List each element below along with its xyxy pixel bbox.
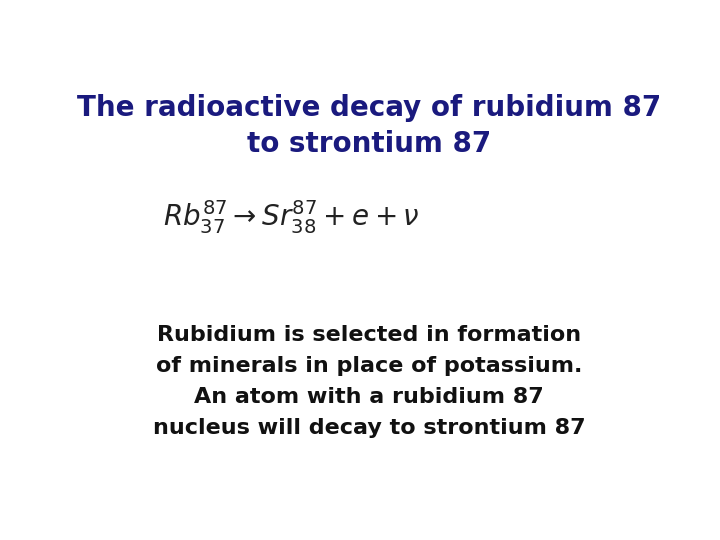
Text: $Rb^{87}_{37} \rightarrow Sr^{87}_{38} + e + \nu$: $Rb^{87}_{37} \rightarrow Sr^{87}_{38} +… — [163, 198, 419, 235]
Text: nucleus will decay to strontium 87: nucleus will decay to strontium 87 — [153, 418, 585, 438]
Text: An atom with a rubidium 87: An atom with a rubidium 87 — [194, 387, 544, 407]
Text: of minerals in place of potassium.: of minerals in place of potassium. — [156, 356, 582, 376]
Text: The radioactive decay of rubidium 87
to strontium 87: The radioactive decay of rubidium 87 to … — [77, 94, 661, 158]
Text: Rubidium is selected in formation: Rubidium is selected in formation — [157, 325, 581, 345]
